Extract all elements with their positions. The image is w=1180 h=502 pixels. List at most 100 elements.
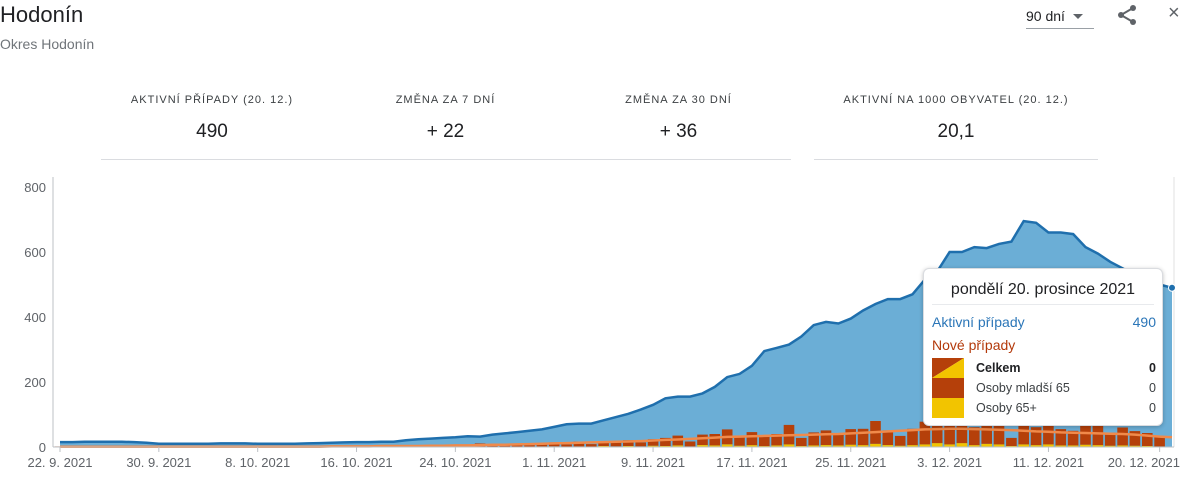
tooltip-row-young: Osoby mladší 65 0 <box>932 378 1156 398</box>
bar-under-65 <box>944 424 955 445</box>
bar-65-plus <box>697 445 708 447</box>
bar-65-plus <box>709 445 721 447</box>
bar-65-plus <box>771 445 782 447</box>
page-subtitle: Okres Hodonín <box>0 36 95 52</box>
range-dropdown-value: 90 dní <box>1026 8 1065 24</box>
tooltip-row-value: 0 <box>1149 361 1156 375</box>
x-tick-label: 1. 11. 2021 <box>522 455 586 470</box>
bar-under-65 <box>524 445 535 447</box>
y-tick-label: 0 <box>39 440 46 455</box>
bar-65-plus <box>857 445 869 447</box>
bar-under-65 <box>709 434 721 446</box>
bar-65-plus <box>969 445 980 447</box>
stat-label: AKTIVNÍ PŘÍPADY (20. 12.) <box>130 94 294 106</box>
x-tick-label: 20. 12. 2021 <box>1108 455 1180 470</box>
x-tick-label: 24. 10. 2021 <box>419 455 491 470</box>
bar-under-65 <box>1129 431 1141 446</box>
chart-tooltip: pondělí 20. prosince 2021 Aktivní případ… <box>923 268 1163 426</box>
tooltip-row-total: Celkem 0 <box>932 358 1156 378</box>
chevron-down-icon <box>1072 13 1083 19</box>
bar-65-plus <box>672 445 684 447</box>
stat-active-cases: AKTIVNÍ PŘÍPADY (20. 12.) 490 <box>101 94 323 143</box>
x-tick-label: 8. 10. 2021 <box>225 455 290 470</box>
bar-under-65 <box>796 437 807 446</box>
old-swatch-icon <box>932 398 964 418</box>
x-tick-label: 25. 11. 2021 <box>815 455 886 470</box>
bar-65-plus <box>870 443 881 448</box>
bar-65-plus <box>808 445 819 447</box>
bar-under-65 <box>684 441 696 447</box>
bar-under-65 <box>660 437 671 446</box>
stat-label: AKTIVNÍ NA 1000 OBYVATEL (20. 12.) <box>843 94 1069 106</box>
stat-label: ZMĚNA ZA 30 DNÍ <box>625 94 732 106</box>
bar-under-65 <box>759 436 770 447</box>
bar-65-plus <box>944 444 955 447</box>
stat-change-7-days: ZMĚNA ZA 7 DNÍ + 22 <box>333 94 558 143</box>
bar-under-65 <box>635 442 646 447</box>
bar-65-plus <box>1018 444 1029 447</box>
bar-under-65 <box>1006 437 1017 446</box>
bar-65-plus <box>981 443 992 448</box>
close-icon[interactable]: × <box>1168 2 1180 24</box>
bar-under-65 <box>1043 421 1054 445</box>
x-tick-label: 22. 9. 2021 <box>27 455 92 470</box>
bar-under-65 <box>734 435 745 446</box>
tooltip-active-label: Aktivní případy <box>932 314 1025 330</box>
bar-under-65 <box>1117 427 1128 446</box>
bar-under-65 <box>981 417 992 444</box>
tooltip-new-label: Nové případy <box>932 337 1016 353</box>
bar-65-plus <box>882 445 894 447</box>
bar-under-65 <box>845 429 856 445</box>
bar-65-plus <box>993 444 1005 447</box>
tooltip-active-value: 490 <box>1132 314 1156 330</box>
bar-65-plus <box>1030 445 1042 447</box>
bar-65-plus <box>845 444 856 447</box>
bar-65-plus <box>1117 445 1128 447</box>
bar-under-65 <box>882 430 894 445</box>
bar-under-65 <box>820 430 832 445</box>
bar-under-65 <box>833 433 844 446</box>
bar-under-65 <box>610 441 622 447</box>
stat-label: ZMĚNA ZA 7 DNÍ <box>395 94 496 106</box>
bar-65-plus <box>1043 444 1054 447</box>
bar-65-plus <box>647 445 659 447</box>
bar-under-65 <box>857 428 869 446</box>
cases-chart: 0 200 400 600 800 22. 9. 2021 30. 9. 2021 8. 1… <box>24 177 1180 470</box>
y-tick-label: 800 <box>24 180 46 195</box>
bar-65-plus <box>1104 445 1116 447</box>
tooltip-row-value: 0 <box>1149 381 1156 395</box>
tooltip-row-value: 0 <box>1149 401 1156 415</box>
stat-value: + 36 <box>659 121 698 142</box>
total-swatch-icon <box>932 358 964 378</box>
stat-value: 490 <box>196 121 228 142</box>
tooltip-row-name: Osoby mladší 65 <box>976 381 1070 395</box>
bar-65-plus <box>1067 445 1079 447</box>
bar-65-plus <box>1080 444 1091 447</box>
bar-65-plus <box>1129 445 1141 447</box>
bar-under-65 <box>598 442 609 446</box>
active-cases-line <box>60 219 1173 446</box>
bar-under-65 <box>969 427 980 446</box>
tooltip-divider <box>932 304 1154 305</box>
young-swatch-icon <box>932 378 964 398</box>
tooltip-row-name: Osoby 65+ <box>976 401 1037 415</box>
bar-65-plus <box>919 444 931 447</box>
stat-value: + 22 <box>426 121 465 142</box>
bar-65-plus <box>931 443 943 447</box>
stat-change-30-days: ZMĚNA ZA 30 DNÍ + 36 <box>566 94 791 143</box>
bar-65-plus <box>833 445 844 447</box>
x-tick-label: 17. 11. 2021 <box>716 455 787 470</box>
bar-under-65 <box>586 444 597 447</box>
x-tick-label: 9. 11. 2021 <box>621 455 685 470</box>
range-dropdown[interactable]: 90 dní <box>1026 4 1094 29</box>
stats-divider <box>814 159 1098 160</box>
stat-active-per-1000: AKTIVNÍ NA 1000 OBYVATEL (20. 12.) 20,1 <box>814 94 1098 143</box>
bar-under-65 <box>1104 432 1116 446</box>
bar-under-65 <box>808 432 819 446</box>
bar-65-plus <box>1092 445 1104 447</box>
bar-65-plus <box>746 445 758 447</box>
x-tick-label: 3. 12. 2021 <box>917 455 982 470</box>
bar-under-65 <box>919 421 931 445</box>
share-icon[interactable] <box>1114 2 1140 28</box>
bar-under-65 <box>1055 429 1067 446</box>
